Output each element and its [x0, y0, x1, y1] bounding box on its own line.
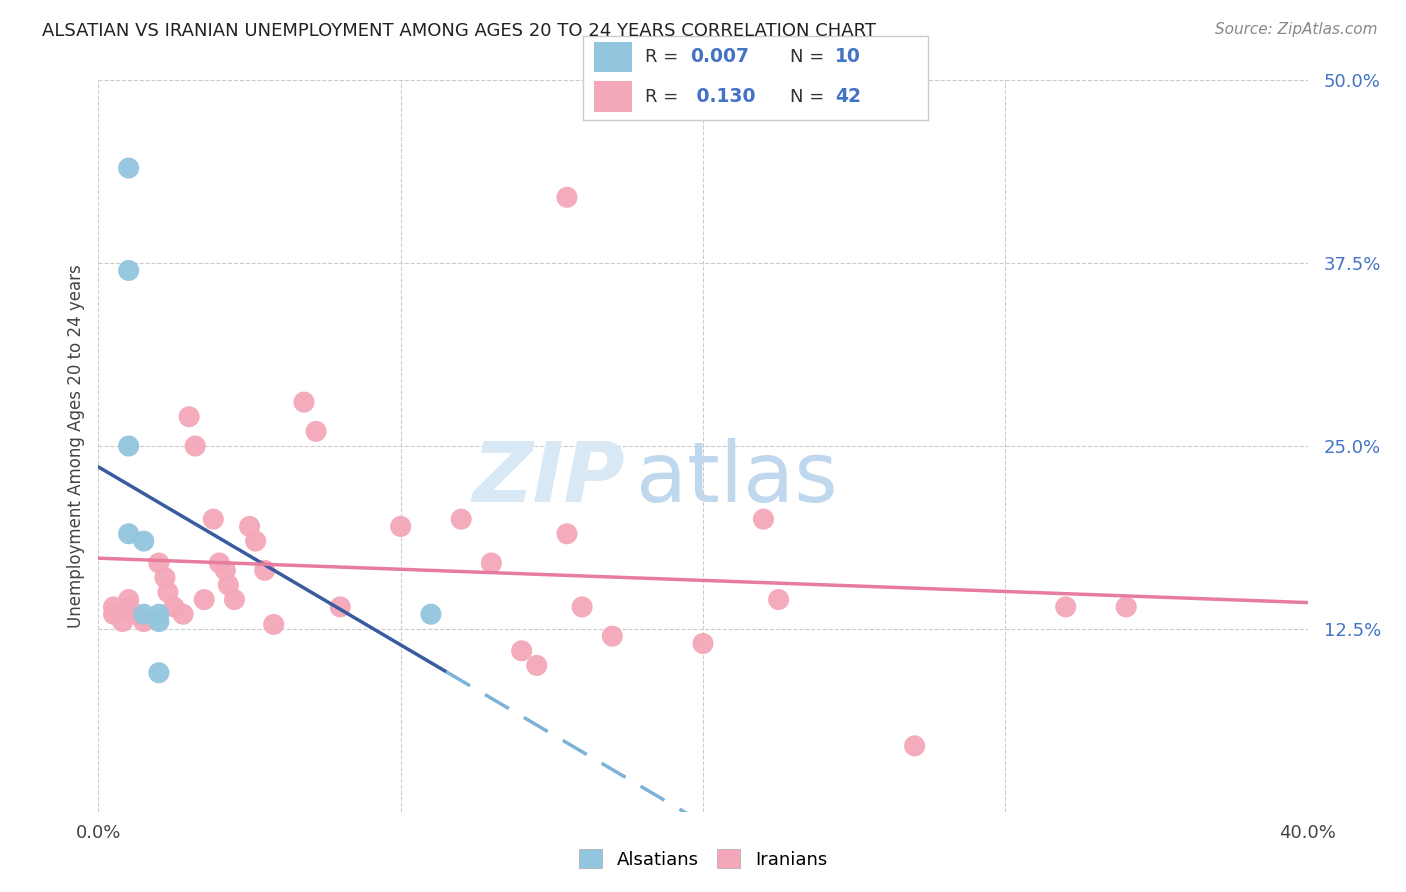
Point [692, 636, 714, 650]
Point [103, 607, 125, 622]
Point [132, 534, 155, 549]
Text: atlas: atlas [637, 438, 838, 519]
Point [510, 644, 533, 658]
Point [132, 615, 155, 629]
Point [292, 395, 315, 409]
Point [239, 519, 262, 533]
Point [329, 599, 352, 614]
Point [118, 599, 141, 614]
FancyBboxPatch shape [593, 81, 631, 112]
Text: N =: N = [790, 87, 830, 105]
Point [153, 571, 176, 585]
Point [172, 607, 194, 622]
Point [602, 629, 624, 643]
Point [118, 263, 141, 277]
Point [163, 599, 186, 614]
Text: R =: R = [645, 87, 685, 105]
Point [118, 592, 141, 607]
Point [571, 599, 593, 614]
Point [179, 409, 201, 424]
Point [148, 556, 170, 570]
Text: 0.007: 0.007 [690, 47, 749, 66]
Point [420, 607, 443, 622]
Point [752, 512, 775, 526]
Text: 10: 10 [835, 47, 860, 66]
Point [184, 439, 207, 453]
Y-axis label: Unemployment Among Ages 20 to 24 years: Unemployment Among Ages 20 to 24 years [66, 264, 84, 628]
Point [263, 617, 285, 632]
Text: ALSATIAN VS IRANIAN UNEMPLOYMENT AMONG AGES 20 TO 24 YEARS CORRELATION CHART: ALSATIAN VS IRANIAN UNEMPLOYMENT AMONG A… [42, 22, 876, 40]
Point [555, 526, 578, 541]
Point [111, 615, 134, 629]
Point [1115, 599, 1137, 614]
Point [389, 519, 412, 533]
Point [1054, 599, 1077, 614]
Point [103, 599, 125, 614]
Point [132, 607, 155, 622]
Point [118, 526, 141, 541]
Text: 0.130: 0.130 [690, 87, 756, 106]
Point [208, 556, 231, 570]
Point [481, 556, 503, 570]
Point [214, 563, 236, 577]
Point [148, 665, 170, 680]
Point [904, 739, 927, 753]
Point [768, 592, 790, 607]
Point [118, 439, 141, 453]
FancyBboxPatch shape [593, 42, 631, 72]
Point [148, 615, 170, 629]
Point [224, 592, 246, 607]
Point [245, 534, 267, 549]
Text: ZIP: ZIP [472, 438, 624, 519]
Text: 42: 42 [835, 87, 860, 106]
Text: Source: ZipAtlas.com: Source: ZipAtlas.com [1215, 22, 1378, 37]
Point [305, 425, 328, 439]
Point [217, 578, 239, 592]
Legend: Alsatians, Iranians: Alsatians, Iranians [579, 848, 827, 869]
Point [193, 592, 215, 607]
Point [202, 512, 225, 526]
Point [148, 607, 170, 622]
Point [156, 585, 179, 599]
Point [450, 512, 472, 526]
Point [124, 607, 146, 622]
Text: N =: N = [790, 48, 830, 66]
Point [118, 161, 141, 175]
Point [253, 563, 276, 577]
Point [526, 658, 548, 673]
Text: R =: R = [645, 48, 685, 66]
Point [555, 190, 578, 204]
